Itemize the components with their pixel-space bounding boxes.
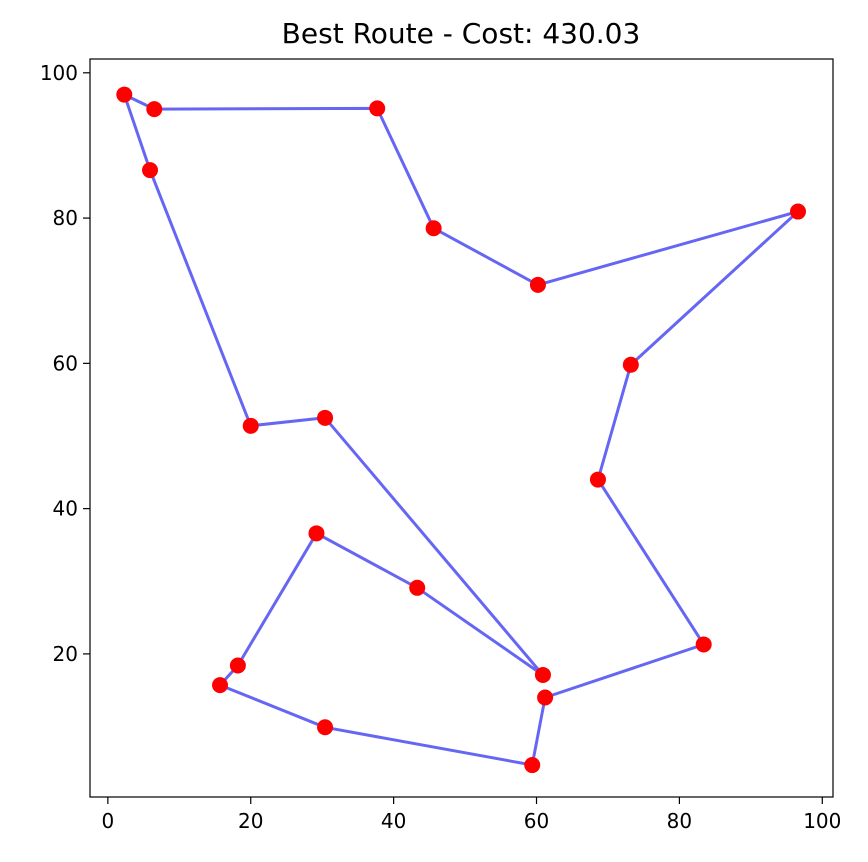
city-point [534,666,551,683]
city-point [529,276,546,293]
city-point [369,100,386,117]
city-point [146,101,163,118]
city-point [142,162,159,179]
city-point [425,220,442,237]
city-point [695,636,712,653]
city-point [537,689,554,706]
x-tick-label: 40 [381,809,406,833]
x-tick-label: 100 [803,809,841,833]
y-tick-label: 20 [53,642,78,666]
city-point [409,579,426,596]
x-tick-label: 20 [238,809,263,833]
city-point [308,525,325,542]
y-tick-label: 60 [53,351,78,375]
axes-frame [89,58,834,798]
city-point [212,677,229,694]
x-tick-label: 80 [667,809,692,833]
plot-area: 0 20 40 60 80 100 20 40 60 80 100 [40,58,841,833]
city-point [229,657,246,674]
x-tick-label: 60 [524,809,549,833]
route-line [122,93,800,767]
city-point [589,471,606,488]
city-point [317,719,334,736]
y-tick-label: 80 [53,206,78,230]
city-point [116,86,133,103]
city-point [242,417,259,434]
chart-title: Best Route - Cost: 430.03 [282,17,641,50]
y-tick-label: 40 [53,497,78,521]
city-point [789,203,806,220]
city-point [524,757,541,774]
city-point [622,356,639,373]
x-tick-label: 0 [101,809,114,833]
city-point [317,409,334,426]
y-tick-label: 100 [40,61,78,85]
